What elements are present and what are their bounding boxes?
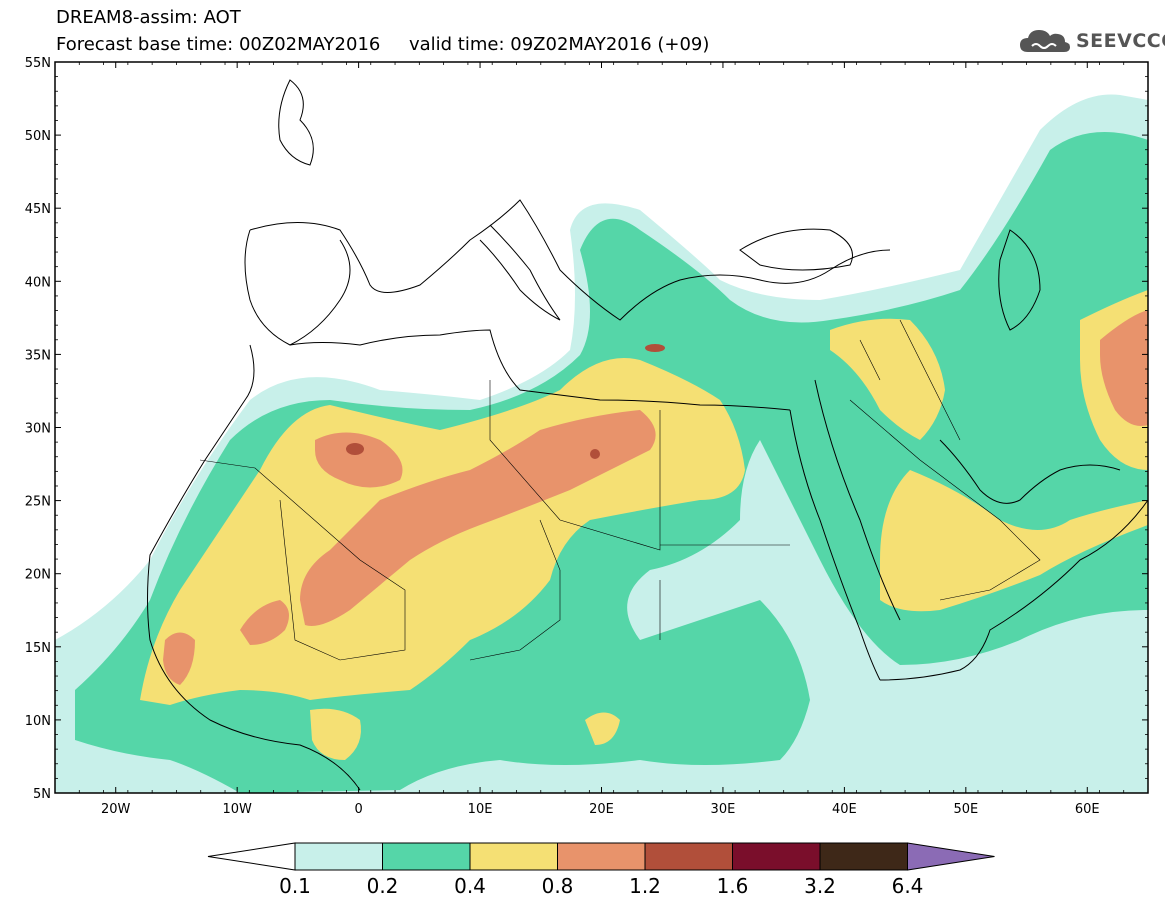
aot-level-0.8-senegal	[163, 632, 195, 685]
colorbar-label: 0.2	[367, 874, 399, 898]
colorbar-boxes	[207, 842, 995, 871]
aot-level-1.2-crete	[645, 344, 665, 352]
aot-level-0.4-cameroon	[310, 708, 361, 760]
border-mali	[199, 459, 406, 661]
colorbar-box	[294, 842, 383, 871]
border-algeria-libya	[489, 380, 661, 551]
colorbar-label: 1.6	[717, 874, 749, 898]
lat-label: 45N	[25, 202, 51, 217]
coast-horn	[879, 499, 1148, 681]
lon-label: 50E	[953, 802, 978, 817]
colorbar-labels: 0.1 0.2 0.4 0.8 1.2 1.6 3.2 6.4	[279, 874, 923, 898]
borders	[199, 319, 1041, 661]
lat-label: 40N	[25, 275, 51, 290]
coast-italy	[479, 224, 561, 321]
coast-africa-north	[289, 329, 791, 411]
coast-red-sea	[789, 379, 901, 681]
colorbar-box	[557, 842, 646, 871]
coast-africa-west	[147, 344, 361, 791]
border-iraq-iran	[859, 319, 961, 441]
aot-level-1.2-libya	[590, 449, 600, 459]
colorbar-label: 1.2	[629, 874, 661, 898]
coast-britain	[278, 79, 314, 166]
longitude-labels: 20W 10W 0 10E 20E 30E 40E 50E 60E	[101, 802, 1100, 817]
aot-level-1.2-hoggar	[346, 443, 364, 455]
colorbar-box	[819, 842, 908, 871]
lon-label: 20W	[101, 802, 131, 817]
aot-field	[55, 94, 1148, 793]
colorbar-box	[644, 842, 733, 871]
border-egypt-sudan	[659, 544, 790, 640]
lon-label: 20E	[589, 802, 614, 817]
colorbar-label: 0.4	[454, 874, 486, 898]
axis-ticks	[54, 61, 1149, 794]
colorbar-label: 6.4	[892, 874, 924, 898]
colorbar-box	[382, 842, 471, 871]
cloud-icon	[1020, 30, 1070, 52]
aot-level-0.4-iraq	[830, 318, 945, 440]
colorbar-low-triangle	[207, 842, 296, 871]
colorbar-box	[732, 842, 821, 871]
lat-label: 15N	[25, 641, 51, 656]
coast-black-sea	[739, 228, 853, 271]
coast-europe	[249, 199, 891, 321]
aot-level-0.8-mali	[240, 600, 289, 645]
aot-level-0.8-algeria	[315, 432, 403, 488]
map-title: DREAM8-assim: AOT	[56, 7, 241, 28]
coast-caspian	[998, 229, 1041, 331]
colorbar-label: 3.2	[804, 874, 836, 898]
logo-text: SEEVCCC	[1076, 30, 1165, 52]
latitude-labels: 5N 10N 15N 20N 25N 30N 35N 40N 45N 50N 55N	[25, 56, 51, 802]
colorbar-label: 0.1	[279, 874, 311, 898]
aot-level-0.4-car	[585, 712, 620, 745]
lon-label: 30E	[711, 802, 736, 817]
lat-label: 50N	[25, 129, 51, 144]
aot-level-0.8-band	[300, 410, 656, 626]
coast-iberia	[244, 229, 351, 346]
lat-label: 25N	[25, 495, 51, 510]
lat-label: 35N	[25, 348, 51, 363]
lon-label: 10E	[468, 802, 493, 817]
colorbar-box	[469, 842, 558, 871]
lon-label: 40E	[832, 802, 857, 817]
aot-level-0.4-arabia	[880, 470, 1148, 612]
border-saudi	[849, 399, 1041, 601]
coast-gulf	[939, 439, 1121, 504]
lon-label: 10W	[222, 802, 252, 817]
coastlines	[147, 79, 1148, 791]
lat-label: 5N	[33, 787, 51, 802]
seevccc-logo: SEEVCCC	[1018, 26, 1165, 56]
aot-level-0.8-iran	[1100, 310, 1148, 426]
colorbar-label: 0.8	[542, 874, 574, 898]
map-subtitle: Forecast base time: 00Z02MAY2016 valid t…	[56, 34, 710, 55]
border-chad	[469, 519, 561, 661]
lon-label: 0	[354, 802, 362, 817]
lon-label: 60E	[1075, 802, 1100, 817]
lat-label: 30N	[25, 422, 51, 437]
lat-label: 20N	[25, 568, 51, 583]
lat-label: 55N	[25, 56, 51, 71]
colorbar-high-triangle	[907, 842, 995, 871]
lat-label: 10N	[25, 714, 51, 729]
